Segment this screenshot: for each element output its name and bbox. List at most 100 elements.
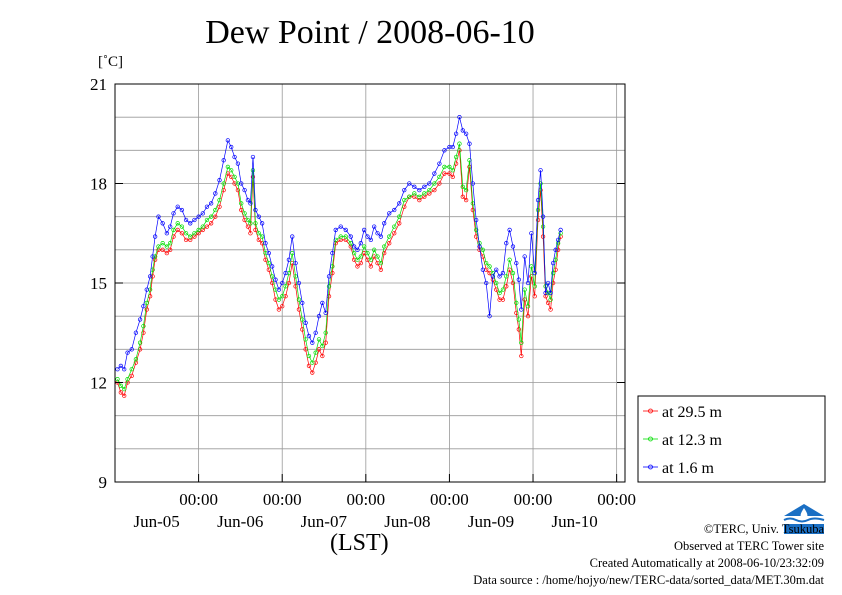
data-point	[548, 290, 553, 296]
data-point	[519, 307, 524, 312]
data-point	[316, 337, 322, 342]
data-point	[372, 247, 377, 252]
data-point	[553, 247, 558, 252]
data-point	[259, 234, 265, 239]
x-tick-date-label: Jun-07	[301, 512, 348, 531]
data-point	[250, 168, 256, 173]
data-point	[179, 231, 185, 236]
y-tick-label: 15	[90, 274, 107, 293]
legend-swatch-marker	[648, 408, 653, 414]
data-point	[525, 304, 531, 309]
data-point	[467, 141, 472, 146]
data-point	[179, 224, 185, 229]
data-point	[320, 300, 325, 306]
x-tick-time-label: 00:00	[263, 490, 302, 509]
data-point	[519, 340, 524, 345]
data-point	[168, 241, 173, 246]
data-point	[239, 181, 244, 186]
data-point	[412, 184, 417, 189]
data-point	[497, 274, 502, 279]
data-source-text: Data source : /home/hojyo/new/TERC-data/…	[473, 573, 824, 587]
data-point	[453, 131, 459, 136]
data-point	[293, 284, 298, 289]
data-point	[273, 277, 278, 282]
data-point	[276, 297, 282, 302]
data-point	[316, 314, 322, 319]
data-point	[245, 224, 251, 229]
data-point	[463, 197, 469, 203]
data-point	[450, 174, 455, 180]
data-point	[382, 244, 387, 249]
data-point	[463, 187, 469, 193]
data-point	[213, 191, 218, 196]
data-point	[507, 257, 512, 262]
data-point	[144, 307, 149, 312]
data-point	[245, 217, 251, 223]
data-point	[248, 201, 253, 206]
data-point	[470, 181, 475, 186]
data-point	[361, 227, 367, 233]
data-point	[484, 260, 489, 266]
data-point	[326, 274, 332, 279]
data-point	[382, 221, 387, 226]
x-tick-date-label: Jun-10	[551, 512, 597, 531]
data-point	[200, 224, 205, 229]
data-point	[217, 178, 222, 183]
observed-at-text: Observed at TERC Tower site	[673, 539, 824, 553]
data-point	[171, 227, 176, 233]
data-point	[323, 310, 328, 316]
data-point	[442, 171, 447, 176]
data-point	[548, 307, 553, 312]
data-point	[392, 231, 397, 236]
data-point	[239, 207, 244, 213]
copyright-text: ©TERC, Univ. Tsukuba	[703, 522, 824, 536]
x-tick-date-label: Jun-05	[133, 512, 179, 531]
data-point	[365, 250, 370, 256]
data-point	[490, 274, 496, 279]
data-point	[460, 184, 465, 189]
data-point	[437, 161, 442, 166]
data-point	[463, 131, 469, 136]
data-point	[122, 393, 127, 398]
data-point	[293, 274, 298, 279]
data-point	[545, 300, 551, 306]
data-point	[550, 260, 556, 266]
data-point	[351, 250, 357, 256]
data-point	[504, 274, 509, 279]
data-point	[529, 231, 534, 236]
data-point	[150, 254, 155, 259]
data-point	[196, 227, 201, 233]
data-point	[152, 254, 158, 259]
data-point	[392, 207, 397, 213]
data-point	[141, 323, 146, 329]
data-point	[480, 247, 486, 252]
data-point	[442, 148, 447, 153]
data-point	[250, 154, 256, 160]
data-point	[313, 330, 318, 335]
data-point	[338, 234, 343, 239]
data-point	[500, 287, 506, 292]
y-tick-label: 18	[90, 175, 107, 194]
data-point	[355, 247, 360, 252]
data-point	[514, 260, 519, 266]
data-point	[348, 234, 353, 239]
data-point	[361, 244, 367, 249]
data-point	[204, 204, 210, 209]
data-point	[300, 300, 305, 306]
data-point	[286, 280, 292, 286]
data-point	[115, 367, 120, 372]
data-point	[175, 227, 180, 233]
data-point	[125, 377, 130, 382]
y-tick-label: 9	[99, 473, 108, 492]
data-point	[129, 347, 134, 352]
data-point	[168, 224, 173, 229]
data-point	[115, 377, 120, 382]
data-point	[263, 257, 268, 262]
data-point	[348, 241, 353, 246]
data-point	[355, 257, 360, 262]
series-line-3	[117, 117, 561, 370]
data-point	[397, 214, 402, 219]
data-point	[484, 280, 489, 286]
data-point	[538, 168, 543, 173]
